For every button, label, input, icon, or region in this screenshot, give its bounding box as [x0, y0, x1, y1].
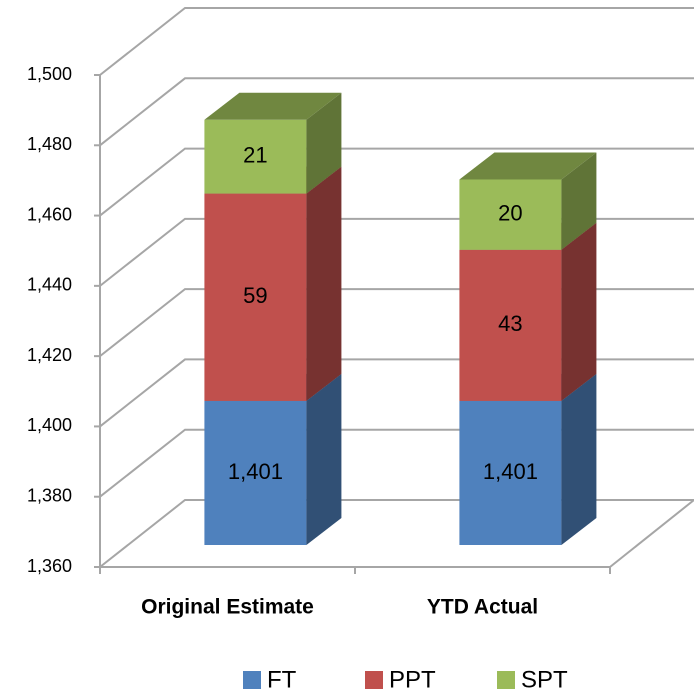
legend-swatch	[497, 671, 515, 689]
bar-top	[459, 152, 597, 180]
bar-side	[306, 92, 342, 194]
value-label: 21	[243, 142, 267, 167]
grid-line	[99, 358, 694, 428]
legend-label: SPT	[521, 666, 568, 693]
y-tick-label: 1,480	[27, 134, 72, 154]
grid-line	[99, 217, 694, 287]
legend-label: PPT	[389, 666, 436, 693]
bar	[204, 400, 307, 545]
legend-label: FT	[267, 666, 297, 693]
grid-line	[99, 428, 694, 498]
y-tick-label: 1,380	[27, 485, 72, 505]
y-tick-label: 1,360	[27, 556, 72, 576]
x-tick-label: Original Estimate	[141, 596, 314, 619]
bar	[459, 179, 562, 250]
bar	[459, 400, 562, 545]
bar-side	[561, 222, 597, 401]
value-label: 59	[243, 283, 267, 308]
value-label: 43	[498, 311, 522, 336]
grid-line	[99, 147, 694, 217]
bar	[204, 119, 307, 194]
y-tick-label: 1,440	[27, 275, 72, 295]
value-label: 1,401	[483, 459, 538, 484]
grid-line	[99, 288, 694, 357]
value-label: 20	[498, 200, 522, 225]
bar-side	[561, 152, 597, 250]
bar	[459, 249, 562, 401]
bar-side	[306, 166, 342, 401]
legend-swatch	[243, 671, 261, 689]
grid-line	[99, 7, 694, 76]
bar	[204, 193, 307, 401]
y-tick-label: 1,400	[27, 415, 72, 435]
floor-edge	[609, 499, 694, 568]
grid-line	[99, 499, 694, 568]
y-tick-label: 1,500	[27, 64, 72, 84]
y-tick-label: 1,420	[27, 345, 72, 365]
x-tick-label: YTD Actual	[427, 596, 538, 619]
bar-top	[204, 92, 342, 120]
grid-line	[99, 77, 694, 147]
bar-side	[306, 373, 342, 545]
bar-side	[561, 373, 597, 545]
value-label: 1,401	[228, 459, 283, 484]
legend-swatch	[365, 671, 383, 689]
y-tick-label: 1,460	[27, 204, 72, 224]
